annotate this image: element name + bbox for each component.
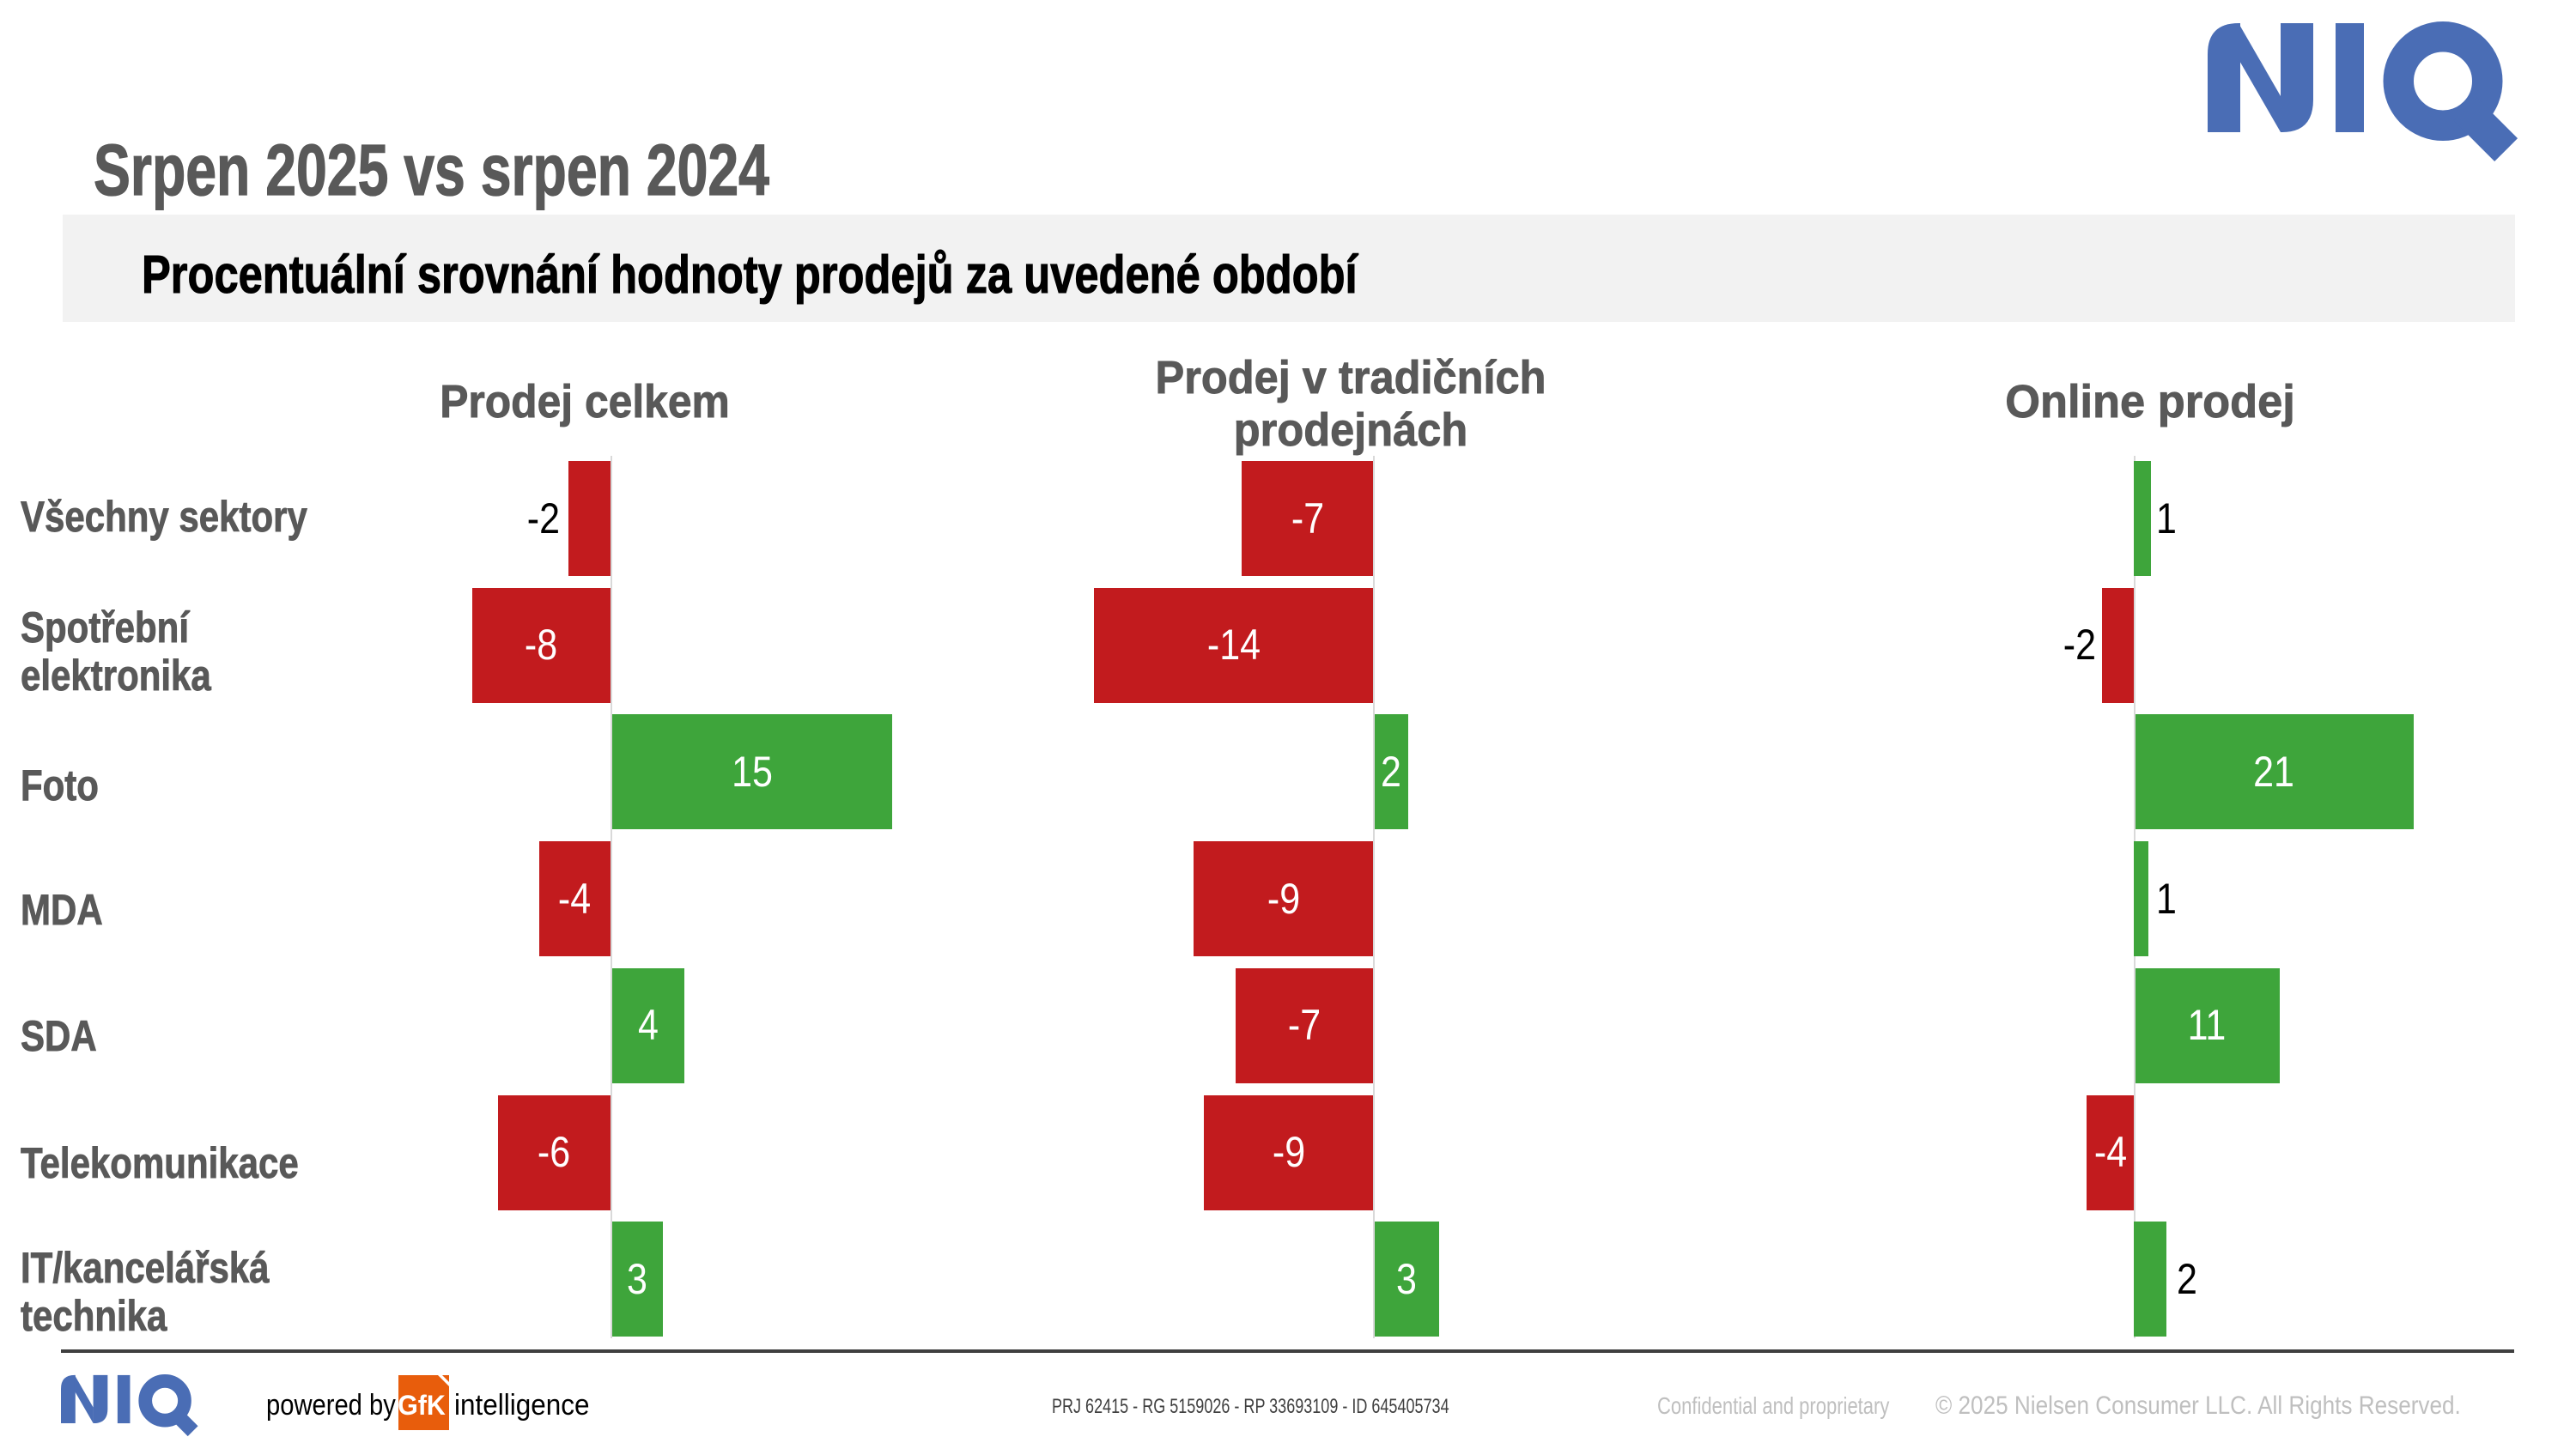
svg-text:GfK: GfK <box>398 1390 446 1421</box>
